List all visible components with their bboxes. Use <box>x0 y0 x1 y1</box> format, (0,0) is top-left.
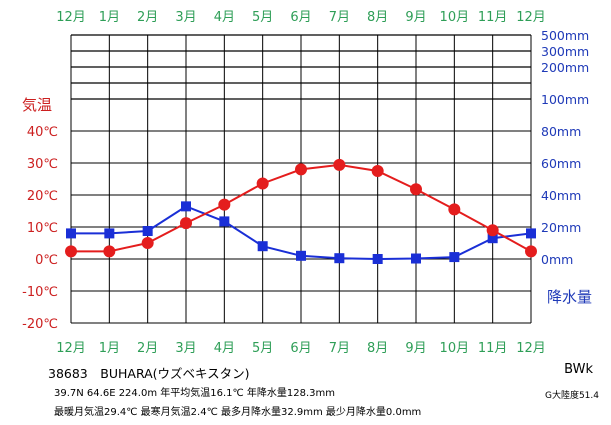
temperature-point <box>65 245 77 258</box>
temperature-point <box>256 177 269 190</box>
temperature-point <box>218 198 231 211</box>
month-label-bottom: 4月 <box>214 341 235 356</box>
temperature-tick-labels: 40℃ 30℃ 20℃ 10℃ 0℃ -10℃ -20℃ <box>22 125 58 332</box>
month-label-bottom: 2月 <box>137 341 158 356</box>
temperature-point <box>525 245 537 258</box>
precipitation-tick: 20mm <box>541 220 581 235</box>
month-label-top: 1月 <box>99 10 120 25</box>
month-label-bottom: 6月 <box>290 341 311 356</box>
grid-lines <box>70 34 532 324</box>
temperature-point <box>371 165 384 177</box>
precipitation-point <box>219 216 230 227</box>
month-label-top: 12月 <box>516 10 546 25</box>
month-label-bottom: 12月 <box>56 341 86 356</box>
precipitation-point <box>487 233 498 244</box>
precipitation-point <box>104 228 115 239</box>
month-label-top: 3月 <box>175 10 196 25</box>
temperature-series <box>65 158 537 258</box>
precipitation-point <box>142 226 153 236</box>
month-label-top: 4月 <box>214 10 235 25</box>
precipitation-point <box>411 253 421 264</box>
precipitation-tick: 300mm <box>541 44 589 59</box>
precipitation-point <box>449 252 460 263</box>
precipitation-tick: 200mm <box>541 60 589 75</box>
precipitation-point <box>66 228 76 239</box>
temperature-tick: 20℃ <box>27 189 58 204</box>
month-label-bottom: 5月 <box>252 341 273 356</box>
temperature-tick: -20℃ <box>22 317 58 332</box>
precipitation-point <box>372 254 383 264</box>
precipitation-point <box>526 228 536 239</box>
month-label-bottom: 11月 <box>478 341 508 356</box>
station-summary: 39.7N 64.6E 224.0m 年平均気温16.1℃ 年降水量128.3m… <box>54 388 336 399</box>
month-label-bottom: 7月 <box>329 341 350 356</box>
month-label-bottom: 9月 <box>405 341 426 356</box>
precipitation-tick: 40mm <box>541 188 581 203</box>
station-extremes: 最暖月気温29.4℃ 最寒月気温2.4℃ 最多月降水量32.9mm 最少月降水量… <box>54 407 422 418</box>
temperature-tick: 30℃ <box>27 157 58 172</box>
month-label-top: 6月 <box>290 10 311 25</box>
precipitation-tick: 0mm <box>541 252 573 267</box>
month-label-top: 8月 <box>367 10 388 25</box>
month-label-top: 7月 <box>329 10 350 25</box>
temperature-axis-title: 気温 <box>22 96 52 114</box>
temperature-point <box>333 158 346 171</box>
month-label-top: 10月 <box>440 10 470 25</box>
top-month-labels: 12月 1月 2月 3月 4月 5月 6月 7月 8月 9月 10月 11月 12月 <box>56 10 546 25</box>
month-label-bottom: 12月 <box>516 341 546 356</box>
month-label-top: 11月 <box>478 10 508 25</box>
precipitation-tick: 80mm <box>541 124 581 139</box>
temperature-point <box>448 203 461 216</box>
temperature-point <box>141 237 154 249</box>
month-label-top: 2月 <box>137 10 158 25</box>
station-label: 38683 BUHARA(ウズベキスタン) <box>48 366 250 381</box>
temperature-point <box>410 183 422 196</box>
month-label-bottom: 1月 <box>99 341 120 356</box>
temperature-point <box>295 163 307 176</box>
climate-chart: 12月 1月 2月 3月 4月 5月 6月 7月 8月 9月 10月 11月 12月 12月 1月 2月 3月… <box>22 10 592 356</box>
temperature-point <box>180 217 192 230</box>
temperature-tick: -10℃ <box>22 285 58 300</box>
precipitation-tick: 500mm <box>541 28 589 43</box>
precipitation-axis-title: 降水量 <box>547 288 592 306</box>
month-label-top: 12月 <box>56 10 86 25</box>
precipitation-point <box>334 253 345 264</box>
continentality-index: G大陸度51.4 <box>544 391 599 401</box>
temperature-point <box>486 224 499 237</box>
climate-classification: BWk <box>564 362 593 377</box>
temperature-tick: 40℃ <box>27 125 58 140</box>
precipitation-point <box>257 241 268 252</box>
month-label-bottom: 8月 <box>367 341 388 356</box>
month-label-top: 5月 <box>252 10 273 25</box>
temperature-point <box>103 245 116 258</box>
precipitation-point <box>181 201 191 212</box>
bottom-month-labels: 12月 1月 2月 3月 4月 5月 6月 7月 8月 9月 10月 11月 12月 <box>56 341 546 356</box>
month-label-bottom: 10月 <box>440 341 470 356</box>
month-label-top: 9月 <box>405 10 426 25</box>
temperature-tick: 0℃ <box>35 253 58 268</box>
temperature-tick: 10℃ <box>27 221 58 236</box>
precipitation-point <box>296 250 306 261</box>
precipitation-tick: 100mm <box>541 92 589 107</box>
precipitation-series <box>66 201 536 264</box>
precipitation-tick: 60mm <box>541 156 581 171</box>
month-label-bottom: 3月 <box>175 341 196 356</box>
